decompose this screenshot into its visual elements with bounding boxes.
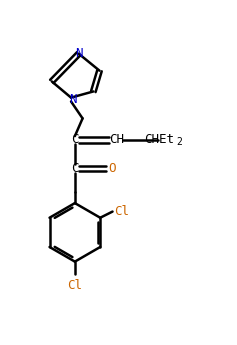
Text: CH: CH [109, 134, 124, 147]
Text: C: C [71, 134, 79, 147]
Text: N: N [69, 93, 76, 106]
Text: CHEt: CHEt [145, 134, 175, 147]
Text: Cl: Cl [67, 279, 82, 292]
Text: C: C [71, 162, 79, 175]
Text: O: O [108, 162, 116, 175]
Text: N: N [75, 47, 82, 60]
Text: Cl: Cl [114, 205, 129, 218]
Text: 2: 2 [177, 137, 182, 147]
